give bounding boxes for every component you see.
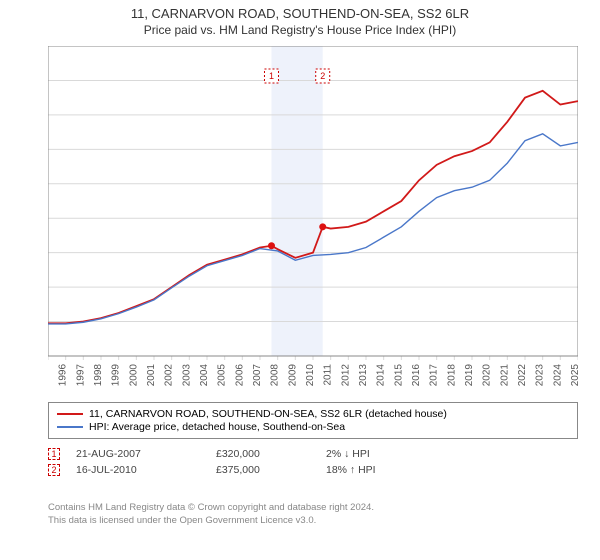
svg-text:2005: 2005 (217, 364, 228, 387)
svg-text:2012: 2012 (340, 364, 351, 387)
sale-delta: 2% ↓ HPI (326, 448, 466, 460)
svg-text:2009: 2009 (287, 364, 298, 387)
svg-text:1996: 1996 (58, 364, 69, 387)
svg-text:2008: 2008 (270, 364, 281, 387)
svg-text:2002: 2002 (164, 364, 175, 387)
sale-delta: 18% ↑ HPI (326, 464, 466, 476)
svg-text:1998: 1998 (93, 364, 104, 387)
legend-label: HPI: Average price, detached house, Sout… (89, 421, 345, 433)
svg-text:2011: 2011 (323, 364, 334, 386)
svg-text:2004: 2004 (199, 364, 210, 387)
sale-row: 1 21-AUG-2007£320,0002% ↓ HPI (48, 448, 578, 460)
title-block: 11, CARNARVON ROAD, SOUTHEND-ON-SEA, SS2… (0, 0, 600, 37)
sale-row: 2 16-JUL-2010£375,00018% ↑ HPI (48, 464, 578, 476)
chart-subtitle: Price paid vs. HM Land Registry's House … (0, 23, 600, 37)
legend-swatch (57, 426, 83, 428)
footnote: Contains HM Land Registry data © Crown c… (48, 502, 578, 528)
svg-text:1: 1 (269, 71, 274, 81)
svg-text:2003: 2003 (181, 364, 192, 387)
svg-text:2019: 2019 (464, 364, 475, 387)
sale-marker-icon: 2 (48, 464, 60, 476)
legend-item: HPI: Average price, detached house, Sout… (57, 421, 569, 433)
svg-text:2001: 2001 (146, 364, 157, 387)
footnote-line: Contains HM Land Registry data © Crown c… (48, 502, 578, 515)
sale-price: £320,000 (216, 448, 326, 460)
svg-text:2016: 2016 (411, 364, 422, 387)
svg-text:2000: 2000 (128, 364, 139, 387)
price-hpi-chart: { "title": "11, CARNARVON ROAD, SOUTHEND… (0, 0, 600, 560)
svg-text:2020: 2020 (482, 364, 493, 387)
svg-text:2010: 2010 (305, 364, 316, 387)
legend-swatch (57, 413, 83, 415)
svg-text:2: 2 (320, 71, 325, 81)
svg-text:1999: 1999 (111, 364, 122, 387)
svg-text:1997: 1997 (75, 364, 86, 387)
chart-area: £0£100K£200K£300K£400K£500K£600K£700K£80… (48, 46, 578, 396)
chart-title: 11, CARNARVON ROAD, SOUTHEND-ON-SEA, SS2… (0, 6, 600, 21)
sale-date: 21-AUG-2007 (76, 448, 216, 460)
svg-text:1995: 1995 (48, 364, 51, 387)
svg-text:2007: 2007 (252, 364, 263, 387)
legend-item: 11, CARNARVON ROAD, SOUTHEND-ON-SEA, SS2… (57, 408, 569, 420)
sales-table: 1 21-AUG-2007£320,0002% ↓ HPI 2 16-JUL-2010… (48, 444, 578, 480)
svg-text:2006: 2006 (234, 364, 245, 387)
sale-marker-icon: 1 (48, 448, 60, 460)
svg-text:2013: 2013 (358, 364, 369, 387)
svg-text:2025: 2025 (570, 364, 578, 387)
svg-text:2024: 2024 (552, 364, 563, 387)
svg-text:2015: 2015 (393, 364, 404, 387)
svg-text:2021: 2021 (499, 364, 510, 387)
chart-svg: £0£100K£200K£300K£400K£500K£600K£700K£80… (48, 46, 578, 396)
svg-text:2017: 2017 (429, 364, 440, 387)
legend: 11, CARNARVON ROAD, SOUTHEND-ON-SEA, SS2… (48, 402, 578, 439)
svg-text:2014: 2014 (376, 364, 387, 387)
footnote-line: This data is licensed under the Open Gov… (48, 515, 578, 528)
legend-label: 11, CARNARVON ROAD, SOUTHEND-ON-SEA, SS2… (89, 408, 447, 420)
svg-text:2022: 2022 (517, 364, 528, 387)
sale-price: £375,000 (216, 464, 326, 476)
svg-text:2023: 2023 (535, 364, 546, 387)
sale-date: 16-JUL-2010 (76, 464, 216, 476)
svg-text:2018: 2018 (446, 364, 457, 387)
